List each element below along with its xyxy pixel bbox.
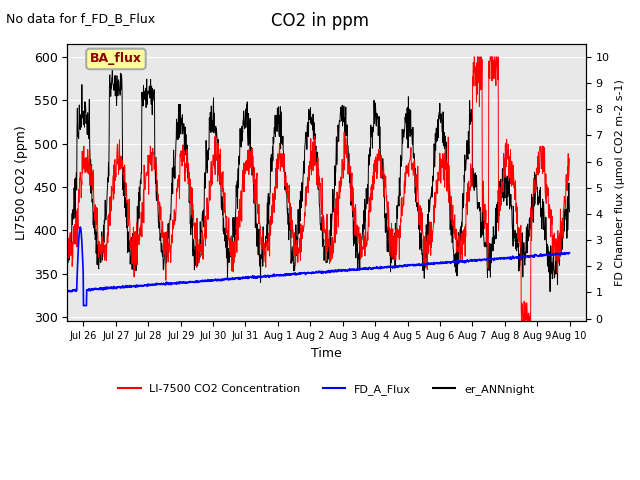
Text: No data for f_FD_B_Flux: No data for f_FD_B_Flux [6, 12, 156, 25]
Text: BA_flux: BA_flux [90, 52, 142, 65]
X-axis label: Time: Time [311, 347, 342, 360]
Text: CO2 in ppm: CO2 in ppm [271, 12, 369, 30]
Y-axis label: FD Chamber flux (μmol CO2 m-2 s-1): FD Chamber flux (μmol CO2 m-2 s-1) [615, 79, 625, 286]
Y-axis label: LI7500 CO2 (ppm): LI7500 CO2 (ppm) [15, 125, 28, 240]
Legend: LI-7500 CO2 Concentration, FD_A_Flux, er_ANNnight: LI-7500 CO2 Concentration, FD_A_Flux, er… [114, 379, 539, 399]
